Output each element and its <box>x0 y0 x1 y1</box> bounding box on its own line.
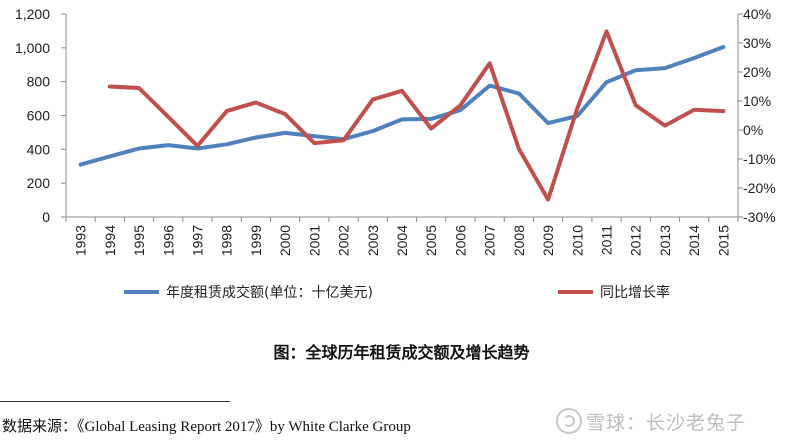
watermark-text: 雪球：长沙老兔子 <box>586 412 747 434</box>
left-tick-label: 1,200 <box>15 6 50 22</box>
left-tick-label: 400 <box>27 141 51 157</box>
x-tick-label: 2011 <box>599 225 615 255</box>
x-tick-label: 2008 <box>511 225 527 256</box>
x-tick-label: 1999 <box>248 225 264 256</box>
data-point-volume <box>137 147 141 150</box>
data-point-growth <box>400 89 404 93</box>
right-tick-label: 20% <box>743 64 771 80</box>
series-line-growth <box>107 29 726 202</box>
right-tick-label: 30% <box>743 35 771 51</box>
data-point-volume <box>254 136 258 139</box>
left-tick-label: 0 <box>42 209 50 225</box>
left-tick-label: 800 <box>27 74 51 90</box>
x-tick-label: 2009 <box>540 225 556 256</box>
data-point-volume <box>458 108 462 112</box>
x-tick-label: 2005 <box>423 225 439 256</box>
data-point-growth <box>137 86 141 90</box>
data-point-growth <box>254 101 258 104</box>
data-point-volume <box>312 134 316 138</box>
right-tick-label: 0% <box>743 122 763 138</box>
data-point-growth <box>166 115 170 119</box>
data-point-volume <box>546 121 550 125</box>
x-tick-label: 2001 <box>306 225 322 256</box>
chart-legend: 年度租赁成交额(单位：十亿美元) 同比增长率 <box>124 284 670 301</box>
data-point-growth <box>517 147 521 151</box>
x-tick-label: 2004 <box>394 225 410 256</box>
data-point-volume <box>79 163 83 167</box>
series-line-volume <box>78 45 726 167</box>
data-point-growth <box>312 141 316 145</box>
x-tick-label: 2012 <box>628 225 644 256</box>
right-axis-ticks: -30% -20% -10% 0% 10% 20% 30% 40% <box>738 6 776 225</box>
x-tick-label: 1998 <box>219 225 235 256</box>
data-point-growth <box>108 85 112 88</box>
x-tick-label: 2006 <box>452 225 468 256</box>
left-tick-label: 200 <box>27 175 51 191</box>
data-point-volume <box>225 142 229 146</box>
x-tick-label: 1997 <box>189 225 205 256</box>
data-point-growth <box>196 144 199 148</box>
data-point-growth <box>605 29 608 33</box>
left-axis-ticks: 0 200 400 600 800 1,000 1,200 <box>15 6 66 225</box>
legend-label-growth: 同比增长率 <box>600 284 670 301</box>
x-tick-label: 2014 <box>686 225 702 256</box>
x-tick-label: 2000 <box>277 225 293 256</box>
figure-caption: 图：全球历年租赁成交额及增长趋势 <box>273 343 530 362</box>
data-point-volume <box>429 117 433 121</box>
data-point-volume <box>166 143 170 147</box>
data-point-volume <box>605 80 608 84</box>
data-point-volume <box>692 56 696 60</box>
data-point-growth <box>342 138 346 142</box>
data-point-volume <box>108 154 112 158</box>
watermark: 雪球：长沙老兔子 <box>556 408 746 435</box>
source-note: 数据来源：《Global Leasing Report 2017》by Whit… <box>2 419 411 435</box>
data-point-growth <box>429 127 433 131</box>
data-point-growth <box>692 108 696 112</box>
data-point-volume <box>371 129 375 133</box>
x-tick-label: 2003 <box>365 225 381 256</box>
footnote-divider <box>0 401 230 402</box>
x-tick-label: 2015 <box>715 225 731 256</box>
data-point-volume <box>488 84 492 88</box>
data-point-volume <box>663 66 667 70</box>
x-tick-label: 1995 <box>131 225 147 256</box>
data-point-growth <box>721 109 725 113</box>
data-point-growth <box>663 124 667 128</box>
x-tick-label: 1994 <box>102 225 118 256</box>
right-tick-label: 10% <box>743 93 771 109</box>
right-tick-label: -30% <box>743 209 776 225</box>
data-point-growth <box>371 98 375 101</box>
x-tick-label: 2010 <box>569 225 585 256</box>
snowball-logo-icon <box>556 408 582 434</box>
data-point-growth <box>488 61 492 65</box>
data-point-volume <box>517 92 521 95</box>
right-tick-label: -10% <box>743 151 776 167</box>
x-tick-label: 1996 <box>160 225 176 256</box>
x-tick-label: 2013 <box>657 225 673 256</box>
data-point-volume <box>721 45 725 49</box>
data-point-volume <box>400 117 404 121</box>
data-point-growth <box>634 103 638 107</box>
data-point-growth <box>575 106 579 110</box>
data-point-growth <box>283 112 287 116</box>
data-point-volume <box>634 68 638 72</box>
left-tick-label: 600 <box>27 108 51 124</box>
right-tick-label: -20% <box>743 180 776 196</box>
chart: 0 200 400 600 800 1,000 1,200 -30% -20% -10% 0% 10… <box>15 6 776 301</box>
x-tick-label: 1993 <box>73 225 89 256</box>
left-tick-label: 1,000 <box>15 40 50 56</box>
chart-series <box>78 29 726 202</box>
legend-label-volume: 年度租赁成交额(单位：十亿美元) <box>166 284 373 301</box>
x-tick-label: 2007 <box>482 225 498 256</box>
data-point-growth <box>458 103 462 107</box>
right-tick-label: 40% <box>743 6 771 22</box>
data-point-volume <box>283 131 287 135</box>
data-point-growth <box>546 198 550 202</box>
data-point-growth <box>225 109 229 113</box>
x-axis-ticks: 1993 1994 1995 1996 1997 1998 1999 2000 2001 2002… <box>65 217 739 256</box>
x-tick-label: 2002 <box>336 225 352 256</box>
